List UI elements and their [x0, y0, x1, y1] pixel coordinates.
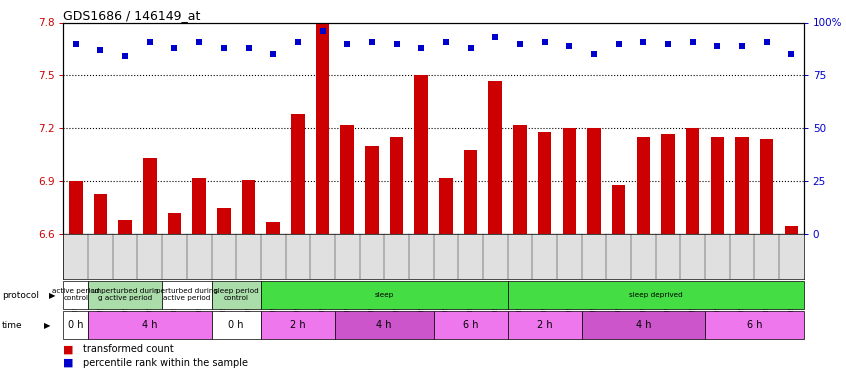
Point [760, 39, 773, 45]
Text: percentile rank within the sample: percentile rank within the sample [83, 357, 248, 368]
Point [563, 43, 576, 49]
Point [662, 41, 675, 47]
Point [192, 39, 206, 45]
Bar [69, 182, 83, 234]
Point [168, 45, 181, 51]
Point [464, 45, 477, 51]
Point [686, 39, 700, 45]
Bar [316, 22, 329, 234]
Bar [612, 185, 625, 234]
Bar [192, 178, 206, 234]
Text: sleep period
control: sleep period control [214, 288, 259, 302]
Text: 2 h: 2 h [290, 320, 305, 330]
Point [94, 47, 107, 53]
Bar [735, 137, 749, 234]
Text: ▶: ▶ [49, 291, 56, 300]
Point [316, 28, 329, 34]
Text: sleep: sleep [375, 292, 394, 298]
Text: active period
control: active period control [52, 288, 100, 302]
Bar [266, 222, 280, 234]
Bar [636, 137, 650, 234]
Bar [63, 310, 88, 339]
Point [612, 41, 625, 47]
Bar [390, 137, 404, 234]
Point [735, 43, 749, 49]
Point [69, 41, 83, 47]
Text: unperturbed durin
g active period: unperturbed durin g active period [92, 288, 158, 302]
Bar [662, 134, 675, 234]
Bar [587, 128, 601, 234]
Bar [335, 310, 433, 339]
Bar [508, 280, 804, 309]
Text: 4 h: 4 h [635, 320, 651, 330]
Point [415, 45, 428, 51]
Point [390, 41, 404, 47]
Text: 6 h: 6 h [747, 320, 762, 330]
Text: protocol: protocol [2, 291, 39, 300]
Point [784, 51, 798, 57]
Bar [118, 220, 132, 234]
Bar [563, 128, 576, 234]
Text: 6 h: 6 h [463, 320, 478, 330]
Bar [212, 310, 261, 339]
Point [291, 39, 305, 45]
Bar [212, 280, 261, 309]
Bar [415, 75, 428, 234]
Point [488, 34, 502, 40]
Text: 2 h: 2 h [537, 320, 552, 330]
Text: ■: ■ [63, 357, 74, 368]
Point [439, 39, 453, 45]
Bar [63, 280, 88, 309]
Bar [365, 146, 379, 234]
Bar [514, 125, 527, 234]
Point [118, 53, 132, 59]
Point [514, 41, 527, 47]
Bar [488, 81, 502, 234]
Bar [711, 137, 724, 234]
Text: 4 h: 4 h [376, 320, 392, 330]
Bar [538, 132, 552, 234]
Bar [705, 310, 804, 339]
Point [538, 39, 552, 45]
Bar [143, 159, 157, 234]
Bar [291, 114, 305, 234]
Point [636, 39, 650, 45]
Point [266, 51, 280, 57]
Text: 0 h: 0 h [228, 320, 244, 330]
Text: perturbed during
active period: perturbed during active period [156, 288, 217, 302]
Point [711, 43, 724, 49]
Bar [464, 150, 477, 234]
Bar [340, 125, 354, 234]
Bar [439, 178, 453, 234]
Bar [94, 194, 107, 234]
Text: 4 h: 4 h [142, 320, 157, 330]
Bar [582, 310, 705, 339]
Text: 0 h: 0 h [68, 320, 84, 330]
Point [340, 41, 354, 47]
Bar [686, 128, 700, 234]
Bar [433, 310, 508, 339]
Text: sleep deprived: sleep deprived [629, 292, 683, 298]
Bar [261, 280, 508, 309]
Bar [88, 310, 212, 339]
Bar [784, 225, 798, 234]
Point [587, 51, 601, 57]
Text: ■: ■ [63, 344, 74, 354]
Bar [217, 208, 231, 234]
Bar [168, 213, 181, 234]
Bar [162, 280, 212, 309]
Text: time: time [2, 321, 22, 330]
Bar [508, 310, 581, 339]
Bar [88, 280, 162, 309]
Bar [760, 139, 773, 234]
Text: GDS1686 / 146149_at: GDS1686 / 146149_at [63, 9, 201, 22]
Text: transformed count: transformed count [83, 344, 173, 354]
Point [365, 39, 379, 45]
Bar [242, 180, 255, 234]
Bar [261, 310, 335, 339]
Point [242, 45, 255, 51]
Text: ▶: ▶ [44, 321, 51, 330]
Point [143, 39, 157, 45]
Point [217, 45, 231, 51]
